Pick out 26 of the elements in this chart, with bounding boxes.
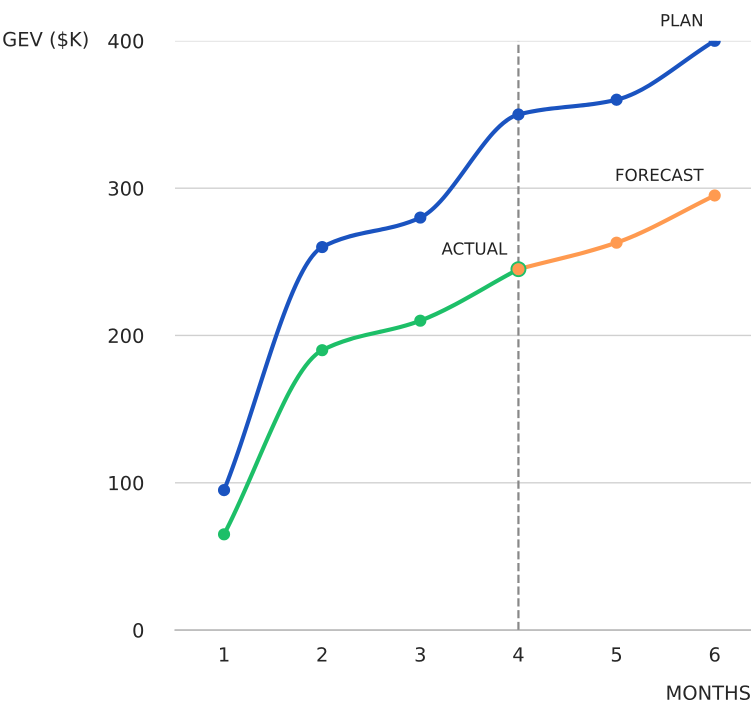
- x-tick-label: 2: [317, 647, 326, 662]
- y-axis-title: GEV ($K): [3, 31, 88, 50]
- y-tick-label: 100: [109, 476, 144, 490]
- x-axis-title: MONTHS: [667, 685, 750, 700]
- point: [610, 236, 623, 249]
- y-tick-label: 0: [133, 623, 144, 638]
- y-tick-label: 200: [108, 328, 144, 344]
- series-label: PLAN: [662, 14, 702, 26]
- point: [414, 212, 426, 224]
- point: [218, 528, 230, 540]
- point: [218, 484, 230, 496]
- x-tick-label: 4: [513, 647, 524, 662]
- y-tick-label: 400: [108, 34, 144, 48]
- y-tick-label: 300: [108, 181, 144, 196]
- point: [316, 344, 328, 356]
- x-tick-label: 5: [612, 647, 622, 662]
- point: [512, 108, 525, 121]
- point: [708, 189, 721, 202]
- series-label: ACTUAL: [442, 242, 508, 255]
- x-tick-label: 1: [220, 647, 228, 662]
- x-tick-label: 6: [710, 647, 720, 662]
- point: [316, 240, 328, 254]
- point: [414, 314, 426, 327]
- series-label: FORECAST: [616, 168, 704, 182]
- point: [610, 94, 623, 106]
- x-tick-label: 3: [416, 647, 425, 662]
